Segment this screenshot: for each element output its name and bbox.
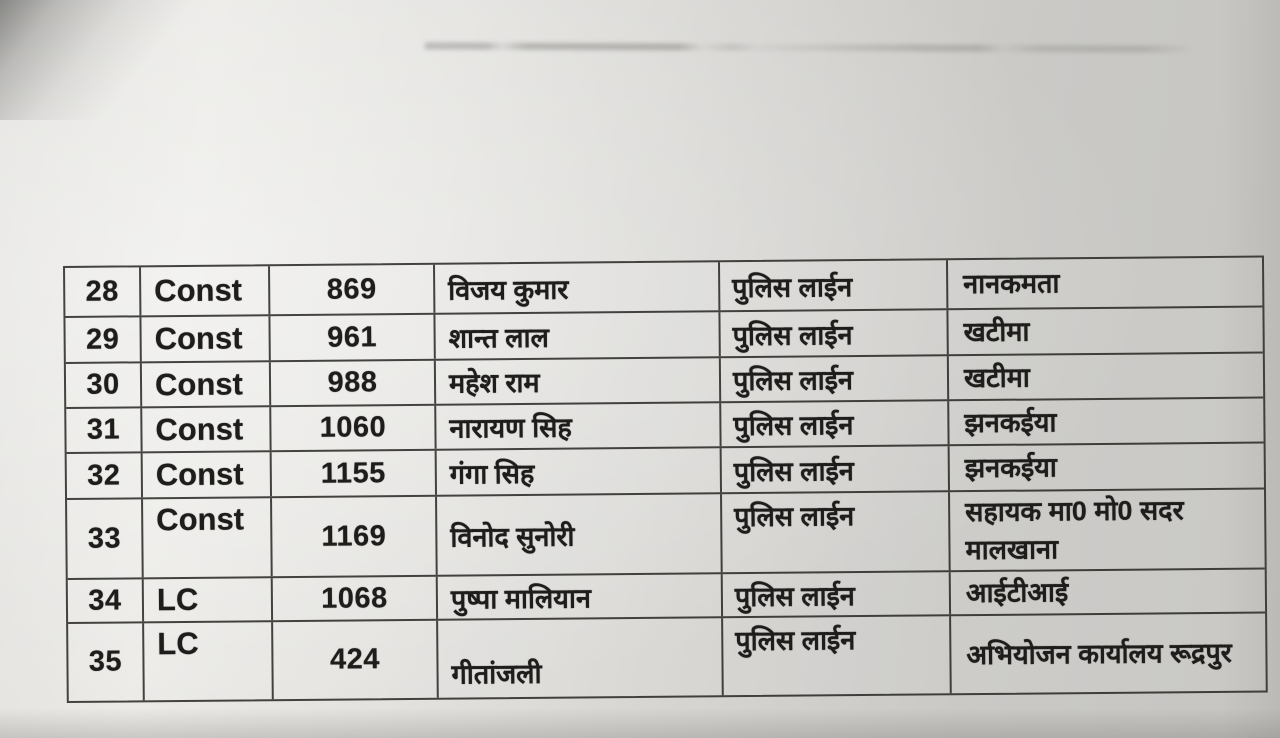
cell-badge-no: 961 [270,314,436,361]
cell-serial-no: 29 [65,317,142,362]
cell-rank: Const [141,316,271,362]
cell-badge-no: 1155 [271,450,438,497]
cell-posting: पुलिस लाईन [721,446,950,493]
cell-location: खटीमा [963,316,1030,348]
cell-badge-no: 1169 [272,496,438,577]
cell-posting: पुलिस लाईन [723,616,952,696]
table-row: 33 Const 1169 विनोद सुनोरी पुलिस लाईन सह… [67,489,1265,580]
cell-name: शान्त लाल [435,312,721,359]
cell-posting: पुलिस लाईन [719,260,949,311]
cell-posting: पुलिस लाईन [720,356,950,402]
cell-location: अभियोजन कार्यालय रूद्रपुर [966,637,1232,670]
cell-badge-no: 869 [270,264,436,315]
cell-badge-no: 424 [273,620,439,700]
cell-name: महेश राम [435,358,722,404]
cell-serial-no: 34 [67,579,145,622]
cell-posting: पुलिस लाईन [721,401,950,447]
cell-name: गीतांजली [438,618,724,698]
table-row: 35 LC 424 गीतांजली पुलिस लाईन अभियोजन का… [68,614,1266,701]
cell-serial-no: 28 [65,267,142,316]
photo-bottom-shadow [0,708,1280,738]
cell-location: झनकईया [964,406,1057,438]
cell-serial-no: 33 [67,499,144,578]
cell-location: खटीमा [963,362,1030,393]
cell-location: झनकईया [964,452,1057,484]
cell-name: पुष्पा मालियान [437,574,724,619]
cell-name: गंगा सिह [436,448,722,495]
cell-posting: पुलिस लाईन [722,492,951,573]
cell-name: विनोद सुनोरी [437,494,723,575]
cell-name: नारायण सिह [436,403,722,449]
cell-location: आईटीआई [965,577,1069,609]
cell-location: नानकमता [963,268,1060,300]
cell-badge-no: 988 [270,360,437,406]
cell-rank: Const [141,266,271,316]
cell-posting: पुलिस लाईन [722,572,952,617]
cell-name: विजय कुमार [435,262,721,313]
cell-rank: LC [143,578,274,622]
personnel-table: 28 Const 869 विजय कुमार पुलिस लाईन नानकम… [63,255,1268,703]
cell-serial-no: 30 [65,363,143,407]
cell-rank: Const [143,498,273,578]
cell-badge-no: 1068 [272,576,439,621]
cell-rank: Const [142,407,272,452]
cell-posting: पुलिस लाईन [720,310,949,357]
cell-rank: Const [141,362,272,407]
cell-badge-no: 1060 [271,405,437,451]
cell-serial-no: 32 [66,453,144,498]
ink-bleed-smudge [424,42,1196,53]
cell-serial-no: 31 [66,408,143,452]
cell-serial-no: 35 [68,623,145,701]
cell-location: सहायक मा0 मो0 सदर मालखाना [965,495,1184,566]
paper-corner-shadow [0,0,330,120]
cell-rank: Const [142,452,273,498]
cell-rank: LC [144,622,274,701]
